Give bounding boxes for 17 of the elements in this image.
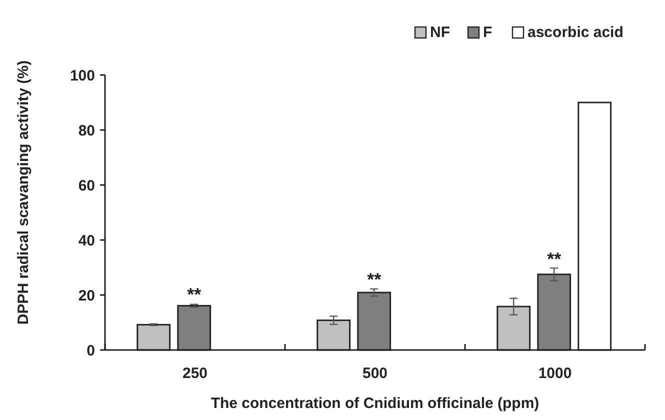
x-tick-label: 1000 [538,365,572,382]
legend-label: F [483,24,492,41]
y-tick-label: 0 [86,342,95,360]
x-tick-label: 250 [182,365,208,382]
annotation: ** [367,269,382,290]
annotation: ** [187,284,202,304]
legend-label: ascorbic acid [528,24,624,41]
y-tick-label: 60 [78,177,95,194]
y-tick-label: 20 [78,287,95,304]
y-tick-label: 80 [78,122,95,140]
y-tick-label: 40 [78,232,95,250]
x-tick-label: 500 [362,365,388,382]
y-tick-label: 100 [70,67,95,84]
legend-label: NF [430,24,450,41]
x-axis-title: The concentration of Cnidium officinale (ppm) [210,395,540,412]
y-axis-title: DPPH radical scavanging activity (%) [15,60,32,325]
annotation: ** [547,248,562,269]
